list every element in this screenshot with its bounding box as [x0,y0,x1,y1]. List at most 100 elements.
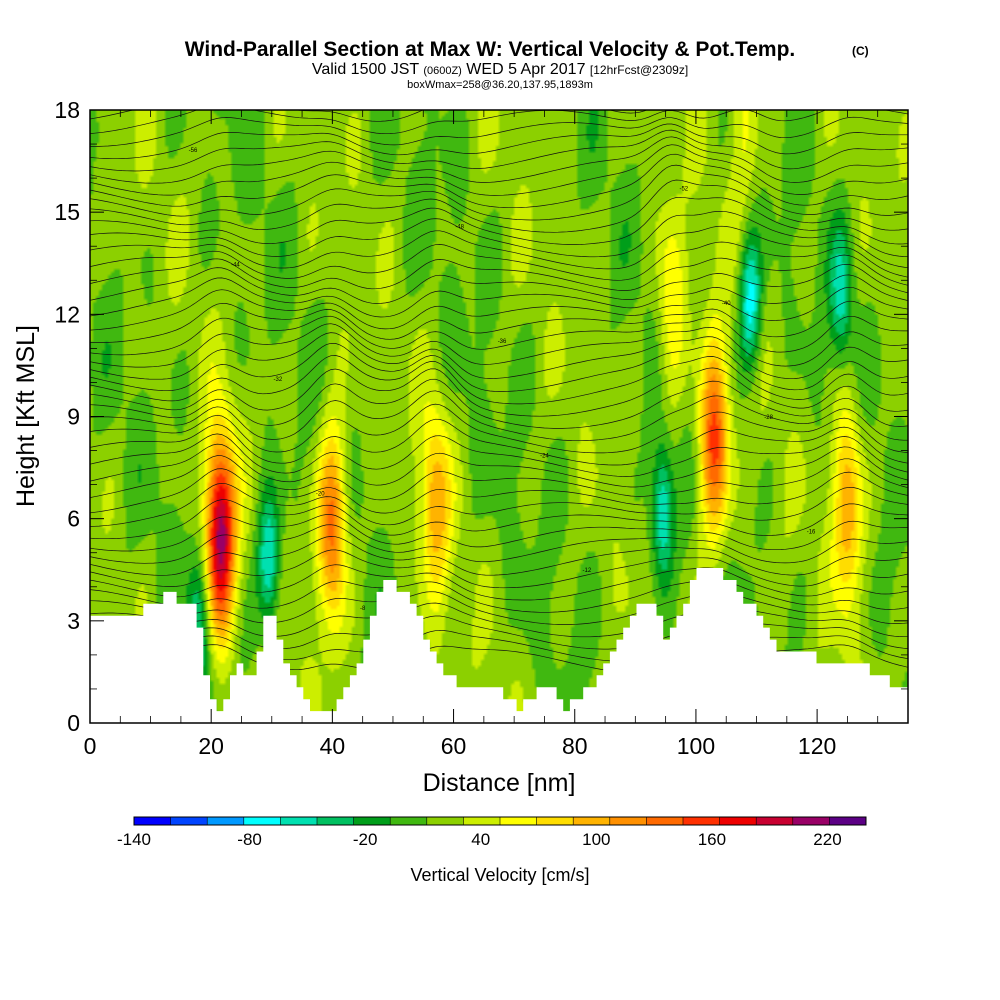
colorbar-tick-label: -80 [237,830,262,849]
isentrope-label: -32 [274,377,283,383]
isentrope-line [90,116,908,147]
isentrope-label: -20 [316,492,325,498]
isentrope-line [90,355,908,405]
terrain [90,568,908,723]
isentrope-line [90,129,908,172]
isentrope-label: -44 [231,263,240,269]
potential-temperature-contours: -4-8-12-16-20-24-28-32-36-40-44-48-52-56 [90,110,908,674]
x-tick-label: 120 [798,733,836,759]
isentrope-line [90,315,908,356]
colorbar-tick-label: -140 [117,830,151,849]
isentrope-line [90,367,908,417]
isentrope-line [90,342,908,392]
isentrope-label: -28 [764,415,773,421]
isentrope-line [90,499,908,540]
chart-title: Wind-Parallel Section at Max W: Vertical… [185,38,796,61]
subtitle-utc: (0600Z) [423,65,462,77]
isentrope-line [90,514,908,552]
isentrope-line [90,263,908,304]
colorbar-swatch [207,817,245,825]
colorbar-swatch [463,817,501,825]
x-tick-label: 0 [84,733,97,759]
isentrope-line [90,164,908,221]
isentrope-line [90,433,908,477]
isentrope-line [90,591,908,625]
x-axis-label: Distance [nm] [423,769,576,797]
y-tick-label: 12 [54,301,80,327]
isentrope-line [90,378,908,429]
isentrope-line [90,241,908,281]
subtitle-valid: Valid 1500 JST [312,61,420,78]
vertical-velocity-field [90,110,908,723]
chart-subtitle-2: boxWmax=258@36.20,137.95,1893m [407,79,593,91]
isentrope-label: -48 [455,225,464,231]
colorbar: -140 -80 -20 40 100 160 220 [117,816,867,849]
x-tick-label: 100 [677,733,715,759]
colorbar-swatch [609,817,647,825]
plot-area: -4-8-12-16-20-24-28-32-36-40-44-48-52-56 [90,110,908,723]
colorbar-swatch [390,817,428,825]
isentrope-line [90,468,908,514]
isentrope-line [90,455,908,501]
isentrope-line [90,196,908,245]
colorbar-label: Vertical Velocity [cm/s] [410,865,589,885]
isentrope-line [90,110,908,135]
isentrope-line [90,482,908,527]
colorbar-swatch [536,817,574,825]
isentrope-line [90,179,908,233]
y-tick-label: 9 [67,404,80,430]
isentrope-label: -16 [807,530,816,536]
isentrope-line [90,536,908,576]
colorbar-tick-label: 220 [813,830,841,849]
isentrope-line [90,602,908,638]
isentrope-label: -52 [679,186,688,192]
isentrope-line [90,210,908,258]
isentrope-label: -36 [498,339,507,345]
title-suffix: (C) [852,44,869,58]
x-tick-label: 40 [320,733,346,759]
isentrope-line [90,144,908,196]
chart-subtitle: Valid 1500 JST (0600Z) WED 5 Apr 2017 [1… [312,61,688,78]
colorbar-swatch [353,817,391,825]
isentrope-line [90,136,908,184]
isentrope-label: -56 [189,148,198,154]
isentrope-label: -24 [540,453,549,459]
colorbar-tick-label: 100 [582,830,610,849]
x-tick-label: 60 [441,733,467,759]
y-tick-label: 15 [54,199,80,225]
isentrope-label: -8 [360,606,366,612]
colorbar-swatch [756,817,794,825]
isentrope-line [90,578,908,613]
colorbar-swatch [573,817,611,825]
colorbar-swatch [170,817,208,825]
colorbar-swatch [317,817,354,825]
isentrope-line [90,323,908,368]
isentrope-line [90,254,908,291]
subtitle-date: WED 5 Apr 2017 [466,61,585,78]
colorbar-swatch [243,817,281,825]
isentrope-line [90,274,908,318]
colorbar-swatch [683,817,720,825]
isentrope-line [90,390,908,442]
colorbar-tick-label: -20 [353,830,378,849]
isentrope-line [90,443,908,488]
isentrope-line [90,549,908,589]
y-axis-label: Height [Kft MSL] [12,325,40,507]
isentrope-label: -40 [722,301,731,307]
isentrope-line [90,615,908,650]
isentrope-line [90,418,908,466]
isentrope-line [90,153,908,209]
colorbar-swatch [829,817,867,825]
isentrope-line [90,629,908,662]
isentrope-line [90,524,908,564]
y-tick-label: 3 [67,608,80,634]
isentrope-line [90,225,908,270]
isentrope-line [90,123,908,160]
subtitle-forecast: [12hrFcst@2309z] [590,63,688,77]
x-tick-label: 80 [562,733,588,759]
isentrope-label: -12 [583,568,592,574]
isentrope-line [90,286,908,331]
colorbar-swatch [280,817,318,825]
x-axis: 0 20 40 60 80 100 120 [84,110,909,759]
